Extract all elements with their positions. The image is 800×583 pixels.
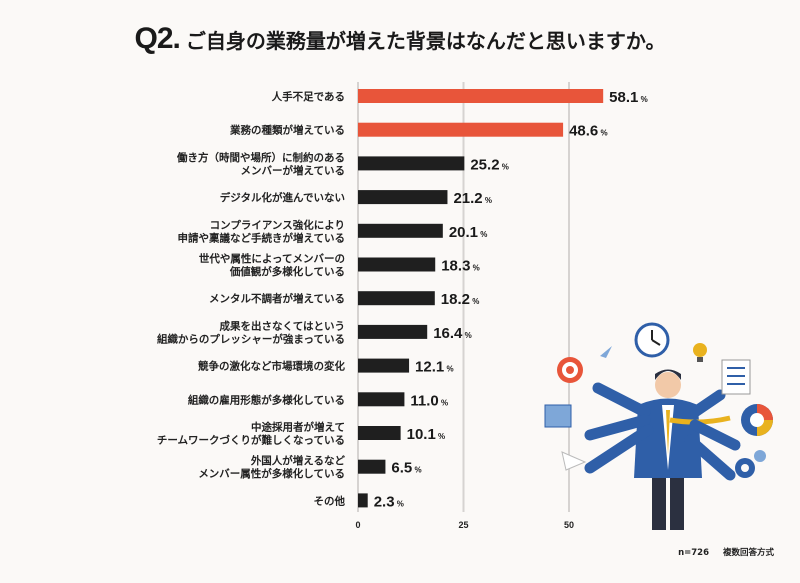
value-label: 10.1 %: [407, 426, 446, 443]
category-label: 業務の種類が増えている: [229, 124, 345, 137]
bar: [358, 459, 386, 474]
value-label: 2.3 %: [374, 493, 404, 510]
value-label: 25.2 %: [470, 156, 509, 173]
x-tick-label: 25: [458, 520, 468, 530]
answer-method: 複数回答方式: [722, 548, 774, 558]
value-label: 18.3 %: [441, 258, 480, 275]
category-label: メンタル不調者が増えている: [209, 292, 345, 305]
bar: [358, 156, 465, 171]
bar: [358, 392, 405, 407]
category-label: 競争の激化など市場環境の変化: [198, 360, 345, 373]
value-label: 20.1 %: [449, 224, 488, 241]
category-label: 申請や稟議など手続きが増えている: [178, 231, 345, 244]
x-tick-label: 0: [355, 520, 360, 530]
category-label: 人手不足である: [272, 90, 345, 103]
footnote: n=726 複数回答方式: [664, 546, 774, 558]
value-label: 21.2 %: [453, 190, 492, 207]
category-label: 組織からのプレッシャーが強まっている: [157, 332, 345, 345]
value-label: 12.1 %: [415, 359, 454, 376]
category-label: チームワークづくりが難しくなっている: [157, 434, 345, 447]
bar: [358, 426, 401, 440]
value-label: 48.6 %: [569, 123, 608, 140]
category-label: メンバーが増えている: [241, 164, 345, 177]
category-label: 世代や属性によってメンバーの: [199, 252, 345, 265]
bar: [358, 223, 443, 238]
category-label: 組織の雇用形態が多様化している: [188, 393, 345, 406]
category-label: メンバー属性が多様化している: [198, 467, 345, 480]
category-label: コンプライアンス強化により: [210, 218, 345, 231]
page-title: Q2. ご自身の業務量が増えた背景はなんだと思いますか。: [0, 22, 800, 56]
value-label: 11.0 %: [410, 392, 448, 409]
question-text: ご自身の業務量が増えた背景はなんだと思いますか。: [185, 29, 666, 53]
value-label: 58.1 %: [609, 89, 648, 106]
bar: [358, 89, 604, 103]
x-tick-label: 50: [564, 520, 574, 530]
bar: [358, 257, 436, 272]
category-label: その他: [314, 494, 346, 507]
category-label: 中途採用者が増えて: [251, 421, 345, 434]
category-label: 価値観が多様化している: [229, 265, 345, 278]
sample-size: n=726: [678, 548, 709, 558]
bar: [358, 493, 368, 508]
bar: [358, 122, 564, 137]
bar: [358, 358, 410, 373]
value-label: 16.4 %: [433, 325, 472, 342]
value-label: 18.2 %: [441, 291, 480, 308]
category-label: 働き方（時間や場所）に制約のある: [176, 151, 345, 164]
bar: [358, 291, 435, 306]
category-label: デジタル化が進んでいない: [220, 191, 345, 204]
category-label: 外国人が増えるなど: [250, 454, 346, 467]
bar: [358, 324, 428, 339]
bar: [358, 190, 448, 205]
value-label: 6.5 %: [391, 460, 421, 477]
category-label: 成果を出さなくてはという: [220, 319, 345, 332]
question-number: Q2.: [134, 22, 181, 55]
